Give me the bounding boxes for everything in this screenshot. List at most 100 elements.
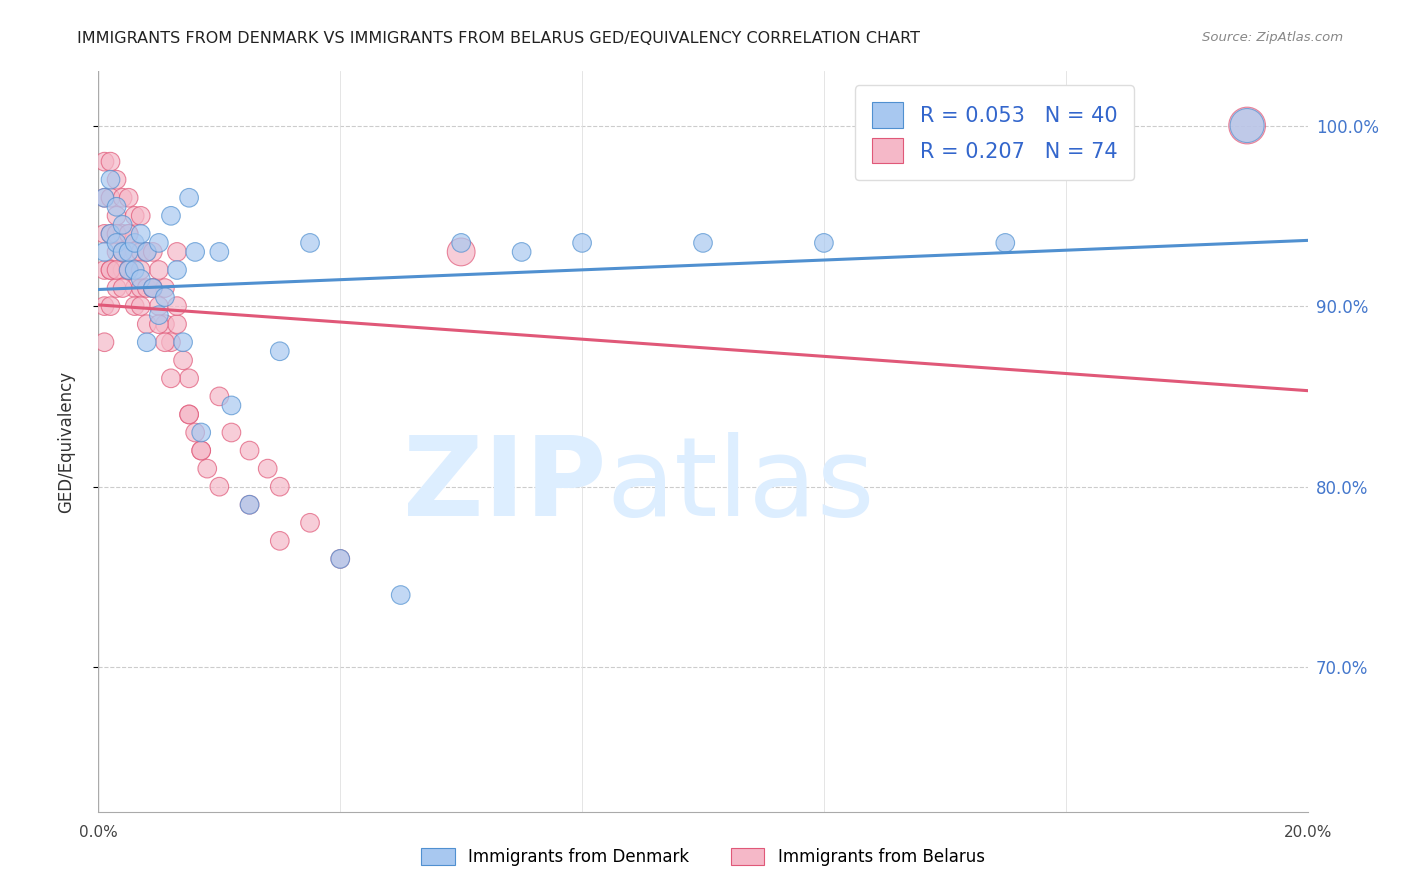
Point bbox=[105, 263, 128, 277]
Point bbox=[450, 244, 472, 259]
Point bbox=[129, 281, 152, 295]
Point bbox=[389, 588, 412, 602]
Point bbox=[93, 244, 115, 259]
Point bbox=[299, 516, 322, 530]
Point bbox=[179, 371, 201, 385]
Point bbox=[190, 443, 212, 458]
Point bbox=[208, 389, 231, 403]
Point bbox=[111, 244, 134, 259]
Text: Source: ZipAtlas.com: Source: ZipAtlas.com bbox=[1202, 31, 1343, 45]
Point bbox=[129, 209, 152, 223]
Point bbox=[184, 244, 207, 259]
Point bbox=[93, 227, 115, 241]
Point bbox=[571, 235, 593, 250]
Point bbox=[105, 244, 128, 259]
Point bbox=[179, 191, 201, 205]
Point bbox=[994, 235, 1017, 250]
Point bbox=[221, 399, 243, 413]
Point bbox=[129, 299, 152, 313]
Point bbox=[118, 263, 141, 277]
Point bbox=[111, 218, 134, 232]
Point bbox=[105, 209, 128, 223]
Point bbox=[111, 244, 134, 259]
Point bbox=[93, 191, 115, 205]
Point bbox=[153, 290, 176, 304]
Point bbox=[153, 281, 176, 295]
Point bbox=[190, 425, 212, 440]
Point bbox=[118, 227, 141, 241]
Point bbox=[129, 244, 152, 259]
Point bbox=[166, 299, 188, 313]
Point bbox=[135, 335, 157, 350]
Point bbox=[142, 281, 165, 295]
Point bbox=[100, 263, 122, 277]
Point bbox=[129, 227, 152, 241]
Point bbox=[93, 191, 115, 205]
Point bbox=[299, 235, 322, 250]
Point bbox=[239, 498, 262, 512]
Point bbox=[111, 263, 134, 277]
Point bbox=[105, 281, 128, 295]
Point bbox=[166, 317, 188, 331]
Point bbox=[208, 244, 231, 259]
Legend: R = 0.053   N = 40, R = 0.207   N = 74: R = 0.053 N = 40, R = 0.207 N = 74 bbox=[855, 86, 1133, 180]
Point bbox=[692, 235, 714, 250]
Point bbox=[1236, 119, 1258, 133]
Legend: Immigrants from Denmark, Immigrants from Belarus: Immigrants from Denmark, Immigrants from… bbox=[415, 841, 991, 873]
Point bbox=[118, 263, 141, 277]
Point bbox=[124, 263, 146, 277]
Point bbox=[124, 244, 146, 259]
Point bbox=[166, 263, 188, 277]
Point bbox=[105, 235, 128, 250]
Point bbox=[329, 552, 352, 566]
Text: ZIP: ZIP bbox=[404, 433, 606, 540]
Point bbox=[510, 244, 533, 259]
Y-axis label: GED/Equivalency: GED/Equivalency bbox=[56, 370, 75, 513]
Point bbox=[124, 235, 146, 250]
Point bbox=[172, 353, 194, 368]
Point bbox=[129, 272, 152, 286]
Point bbox=[135, 244, 157, 259]
Point bbox=[172, 335, 194, 350]
Point bbox=[135, 281, 157, 295]
Point bbox=[100, 227, 122, 241]
Point bbox=[239, 443, 262, 458]
Point bbox=[179, 408, 201, 422]
Point bbox=[105, 172, 128, 186]
Point bbox=[195, 461, 218, 475]
Point bbox=[148, 299, 170, 313]
Point bbox=[111, 281, 134, 295]
Point bbox=[100, 299, 122, 313]
Point bbox=[100, 263, 122, 277]
Point bbox=[111, 227, 134, 241]
Point bbox=[100, 154, 122, 169]
Point bbox=[111, 191, 134, 205]
Point bbox=[256, 461, 278, 475]
Point bbox=[269, 533, 291, 548]
Point bbox=[118, 191, 141, 205]
Point bbox=[269, 480, 291, 494]
Point bbox=[1236, 119, 1258, 133]
Point bbox=[93, 154, 115, 169]
Point bbox=[100, 191, 122, 205]
Point bbox=[93, 299, 115, 313]
Point bbox=[450, 235, 472, 250]
Point bbox=[329, 552, 352, 566]
Point bbox=[118, 263, 141, 277]
Point bbox=[160, 335, 183, 350]
Point bbox=[160, 209, 183, 223]
Point bbox=[148, 263, 170, 277]
Point bbox=[118, 227, 141, 241]
Point bbox=[190, 443, 212, 458]
Point bbox=[239, 498, 262, 512]
Point bbox=[179, 408, 201, 422]
Point bbox=[135, 317, 157, 331]
Text: atlas: atlas bbox=[606, 433, 875, 540]
Point bbox=[148, 317, 170, 331]
Point bbox=[105, 200, 128, 214]
Point bbox=[129, 263, 152, 277]
Point bbox=[100, 172, 122, 186]
Point bbox=[208, 480, 231, 494]
Point bbox=[142, 281, 165, 295]
Point bbox=[118, 244, 141, 259]
